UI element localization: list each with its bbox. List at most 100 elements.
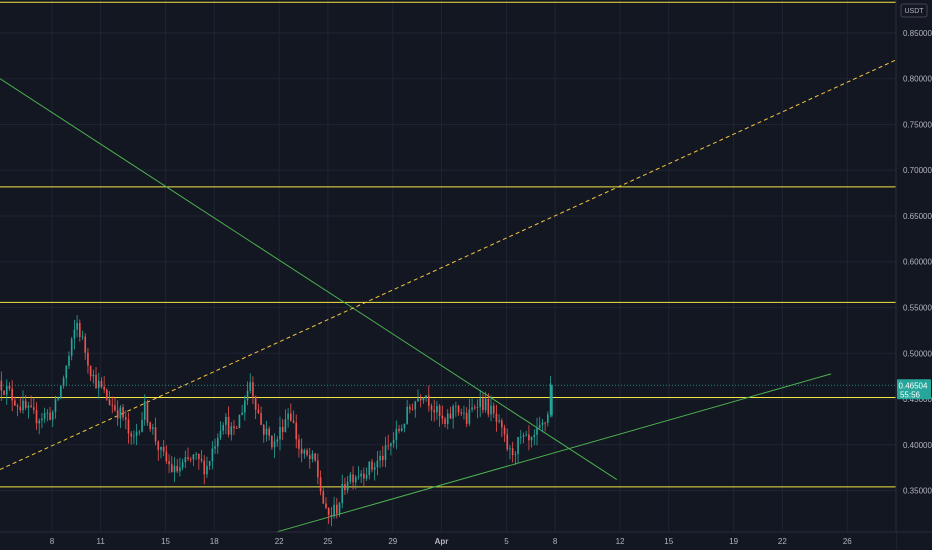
candle-body <box>265 428 268 435</box>
candle-body <box>41 418 43 421</box>
y-tick-label: 0.40000 <box>903 441 932 450</box>
candle-body <box>330 514 333 517</box>
candle-body <box>414 401 417 410</box>
candle-body <box>384 445 387 461</box>
candle-body <box>465 412 468 424</box>
x-tick-label: 22 <box>778 537 787 546</box>
x-tick-label: 15 <box>664 537 673 546</box>
candle-body <box>438 405 441 417</box>
candle-body <box>349 474 352 482</box>
candle-body <box>19 406 22 411</box>
candle-body <box>314 453 316 461</box>
candle-body <box>30 405 32 408</box>
candle-body <box>371 461 373 470</box>
candle-body <box>444 418 446 425</box>
candle-body <box>33 407 35 410</box>
candle-body <box>119 407 122 419</box>
candle-body <box>14 400 16 406</box>
candle-body <box>162 446 165 452</box>
candle-body <box>482 398 484 411</box>
candle-body <box>357 476 360 478</box>
candle-body <box>346 481 349 491</box>
candle-body <box>246 390 249 401</box>
candle-body <box>208 461 211 466</box>
candle-body <box>433 410 436 413</box>
candle-body <box>206 465 208 475</box>
y-tick-label: 0.35000 <box>903 487 932 496</box>
candle-body <box>127 419 130 434</box>
y-tick-label: 0.85000 <box>903 29 932 38</box>
x-tick-label: 5 <box>504 537 509 546</box>
candle-body <box>284 419 287 433</box>
candle-body <box>135 431 138 436</box>
candle-body <box>538 424 541 428</box>
currency-label-box[interactable] <box>900 3 928 18</box>
candle-body <box>235 428 238 429</box>
candle-body <box>138 431 141 433</box>
x-tick-label: 25 <box>323 537 332 546</box>
candle-body <box>446 413 449 425</box>
candle-body <box>106 389 108 400</box>
candle-body <box>76 322 78 330</box>
candle-body <box>68 355 70 366</box>
candle-body <box>427 395 430 406</box>
candle-body <box>498 420 500 422</box>
candle-body <box>417 398 419 402</box>
candle-body <box>333 504 335 517</box>
candle-body <box>116 410 119 419</box>
candle-body <box>300 448 303 454</box>
candle-body <box>257 409 260 414</box>
candle-body <box>511 448 514 456</box>
candle-body <box>230 426 233 435</box>
candle-body <box>390 443 392 447</box>
candle-body <box>62 378 65 387</box>
candle-body <box>103 386 105 390</box>
x-tick-label: 18 <box>210 537 219 546</box>
candle-body <box>189 459 192 460</box>
candle-body <box>262 424 265 435</box>
candle-body <box>387 445 390 447</box>
candle-body <box>295 422 298 440</box>
candle-body <box>203 460 206 475</box>
y-tick-label: 0.75000 <box>903 120 932 129</box>
candle-body <box>211 448 214 462</box>
candle-body <box>249 382 252 391</box>
candle-body <box>392 439 395 444</box>
candle-body <box>254 396 257 410</box>
y-tick-label: 0.70000 <box>903 166 932 175</box>
trend-line <box>0 78 618 480</box>
candle-body <box>336 504 338 514</box>
candle-body <box>287 413 289 420</box>
candle-body <box>100 380 103 387</box>
candle-body <box>352 474 354 483</box>
candle-body <box>303 450 306 454</box>
candle-body <box>376 460 379 468</box>
candle-body <box>84 336 87 353</box>
candle-body <box>547 414 549 423</box>
candle-body <box>252 382 254 397</box>
y-tick-label: 0.80000 <box>903 75 932 84</box>
candle-countdown: 55:56 <box>900 390 921 399</box>
x-tick-label: 8 <box>50 537 55 546</box>
candle-body <box>279 426 281 440</box>
candle-body <box>216 437 219 447</box>
candle-body <box>184 457 187 463</box>
candle-body <box>27 405 30 408</box>
x-tick-label: 19 <box>729 537 738 546</box>
candle-body <box>525 434 527 436</box>
candle-body <box>111 405 114 406</box>
candle-body <box>319 477 322 492</box>
candle-body <box>460 412 463 414</box>
candle-body <box>143 400 146 420</box>
candle-body <box>487 398 490 415</box>
candle-body <box>49 412 51 420</box>
candle-body <box>11 388 13 401</box>
candle-body <box>92 374 95 377</box>
candle-body <box>455 405 457 407</box>
candle-body <box>479 398 482 408</box>
candle-body <box>60 386 62 398</box>
candle-body <box>430 405 433 411</box>
candle-body <box>365 475 368 479</box>
candle-body <box>292 420 295 423</box>
